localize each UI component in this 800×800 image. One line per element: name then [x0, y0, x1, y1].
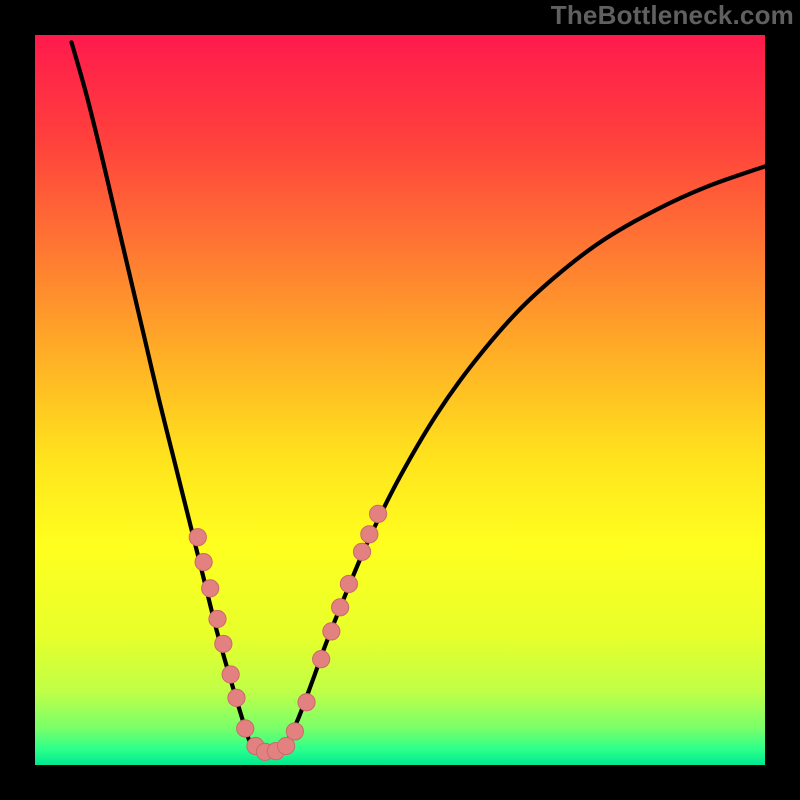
data-marker — [286, 723, 303, 740]
data-marker — [361, 526, 378, 543]
data-marker — [209, 610, 226, 627]
data-marker — [237, 720, 254, 737]
data-marker — [298, 694, 315, 711]
data-marker — [332, 599, 349, 616]
data-marker — [195, 553, 212, 570]
figure-root: TheBottleneck.com — [0, 0, 800, 800]
data-marker — [370, 505, 387, 522]
data-marker — [340, 575, 357, 592]
data-marker — [222, 666, 239, 683]
plot-area — [35, 35, 765, 765]
watermark-text: TheBottleneck.com — [551, 0, 794, 31]
data-marker — [202, 580, 219, 597]
data-marker — [353, 543, 370, 560]
data-marker — [323, 623, 340, 640]
bottleneck-curve — [72, 42, 766, 753]
chart-svg — [35, 35, 765, 765]
data-marker — [215, 635, 232, 652]
data-marker — [189, 529, 206, 546]
data-marker — [313, 651, 330, 668]
data-marker — [228, 689, 245, 706]
